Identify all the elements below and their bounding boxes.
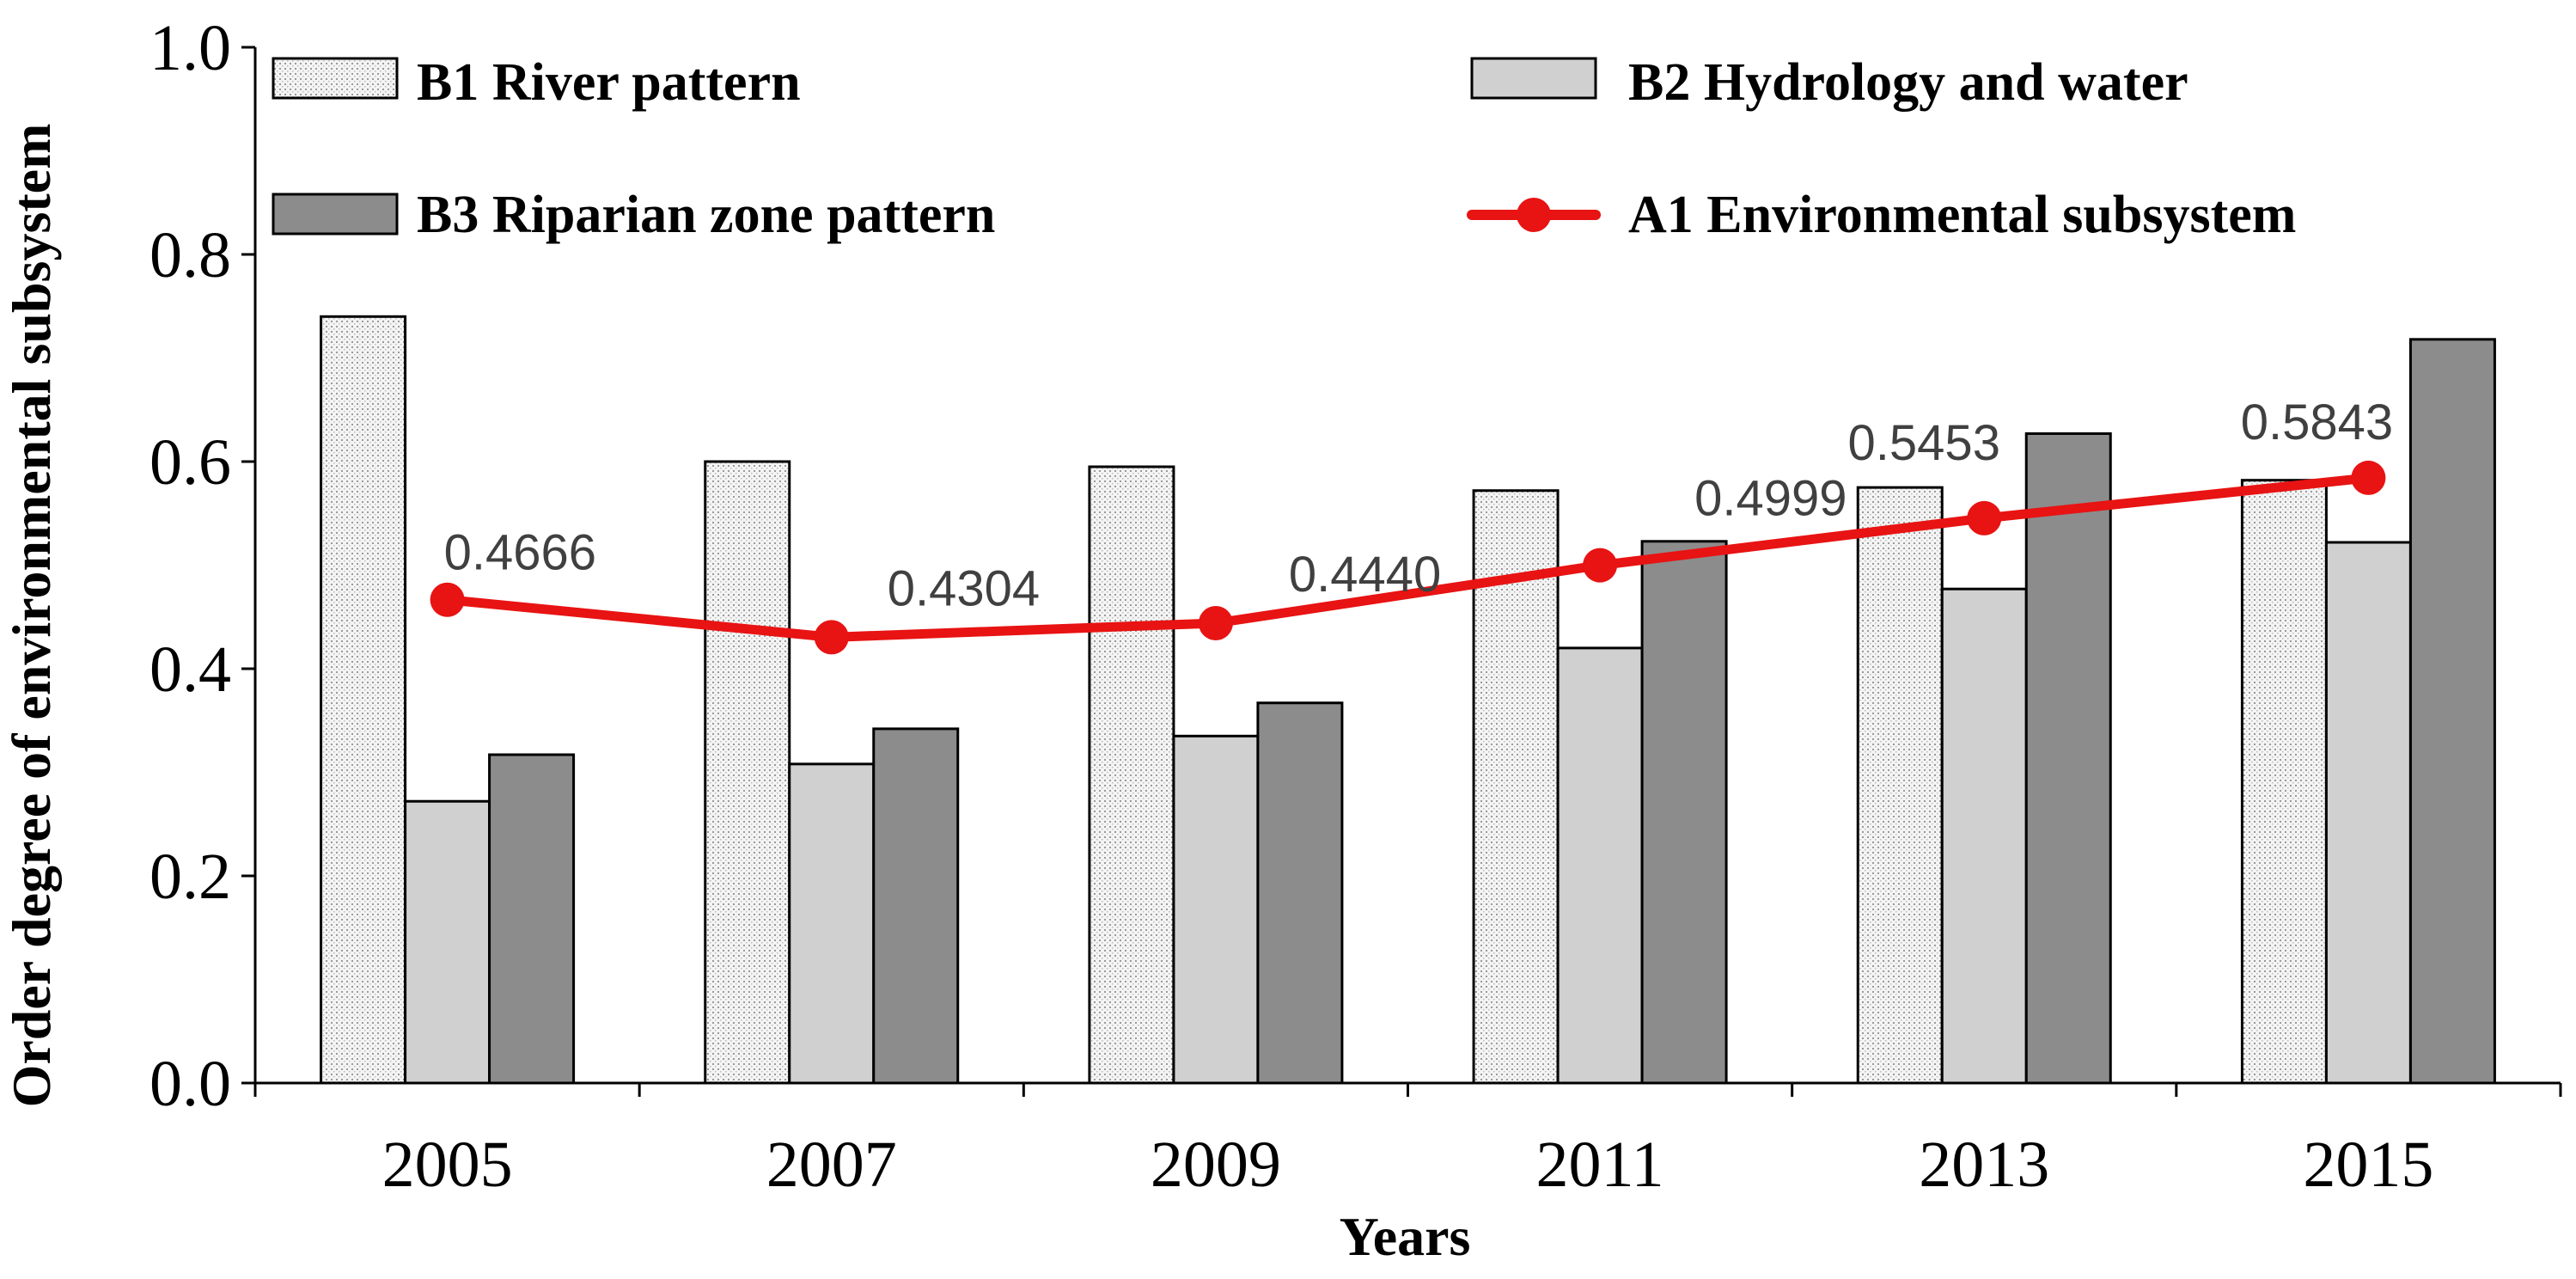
legend-label-b2: B2 Hydrology and water [1628, 53, 2188, 112]
legend-swatch-b1 [272, 57, 399, 100]
bar-b3-2015 [2408, 338, 2496, 1085]
legend-swatch-b3 [272, 193, 399, 236]
legend-marker-a1 [1517, 198, 1551, 232]
point-a1-2009 [1198, 605, 1233, 640]
bar-b2-2005 [404, 799, 491, 1085]
bar-b2-2015 [2324, 541, 2412, 1085]
bar-b1-2009 [1088, 465, 1175, 1085]
x-tick-label-2005: 2005 [382, 1129, 513, 1201]
line-layer [430, 460, 2386, 655]
legend-label-a1: A1 Environmental subsystem [1628, 186, 2296, 244]
data-label-a1-2011: 0.4999 [1694, 471, 1847, 527]
bar-b3-2005 [488, 753, 576, 1085]
y-tick-label-0.6: 0.6 [150, 426, 231, 499]
y-tick-label-0.0: 0.0 [150, 1048, 231, 1120]
x-tick-label-2013: 2013 [1919, 1129, 2049, 1201]
data-label-a1-2015: 0.5843 [2241, 395, 2393, 450]
y-tick-label-0.2: 0.2 [150, 841, 231, 913]
bar-b1-2013 [1856, 486, 1944, 1085]
bar-b2-2007 [788, 762, 876, 1085]
y-axis-title: Order degree of environmental subsystem [1, 124, 62, 1108]
bar-b2-2009 [1172, 734, 1260, 1085]
point-a1-2015 [2351, 460, 2386, 495]
x-axis-title: Years [1340, 1206, 1471, 1267]
bars-layer [320, 315, 2496, 1085]
bar-b1-2011 [1472, 489, 1560, 1085]
data-label-a1-2007: 0.4304 [888, 560, 1040, 616]
data-label-a1-2013: 0.5453 [1848, 415, 2000, 471]
y-tick-label-1.0: 1.0 [150, 12, 231, 84]
legend-swatch-b2 [1470, 57, 1597, 100]
data-label-a1-2009: 0.4440 [1289, 547, 1441, 603]
x-tick-label-2007: 2007 [766, 1129, 897, 1201]
bar-b3-2011 [1640, 540, 1728, 1085]
point-a1-2005 [430, 582, 465, 617]
x-tick-label-2015: 2015 [2303, 1129, 2433, 1201]
bar-b3-2007 [872, 727, 960, 1085]
point-a1-2007 [814, 620, 849, 655]
bar-b3-2009 [1256, 701, 1344, 1085]
bar-b2-2011 [1556, 646, 1644, 1085]
y-tick-label-0.8: 0.8 [150, 219, 231, 291]
point-a1-2013 [1967, 500, 2002, 535]
legend-label-b1: B1 River pattern [417, 53, 801, 112]
line-a1 [447, 473, 2369, 642]
bar-b1-2005 [320, 315, 407, 1085]
y-tick-label-0.4: 0.4 [150, 633, 231, 706]
bar-b2-2013 [1940, 587, 2028, 1085]
legend: B1 River pattern B2 Hydrology and water … [272, 53, 2296, 244]
axes-layer: 2005 2007 2009 2011 2013 2015 0.0 0.2 0.4 0.6 0.8 1… [150, 12, 2562, 1201]
bar-b3-2013 [2024, 431, 2112, 1085]
bar-b1-2015 [2240, 479, 2328, 1085]
bar-b1-2007 [704, 460, 791, 1085]
point-a1-2011 [1583, 548, 1618, 583]
x-tick-label-2009: 2009 [1151, 1129, 1281, 1201]
legend-label-b3: B3 Riparian zone pattern [417, 186, 995, 244]
x-tick-label-2011: 2011 [1535, 1129, 1663, 1201]
data-label-a1-2005: 0.4666 [444, 525, 596, 581]
